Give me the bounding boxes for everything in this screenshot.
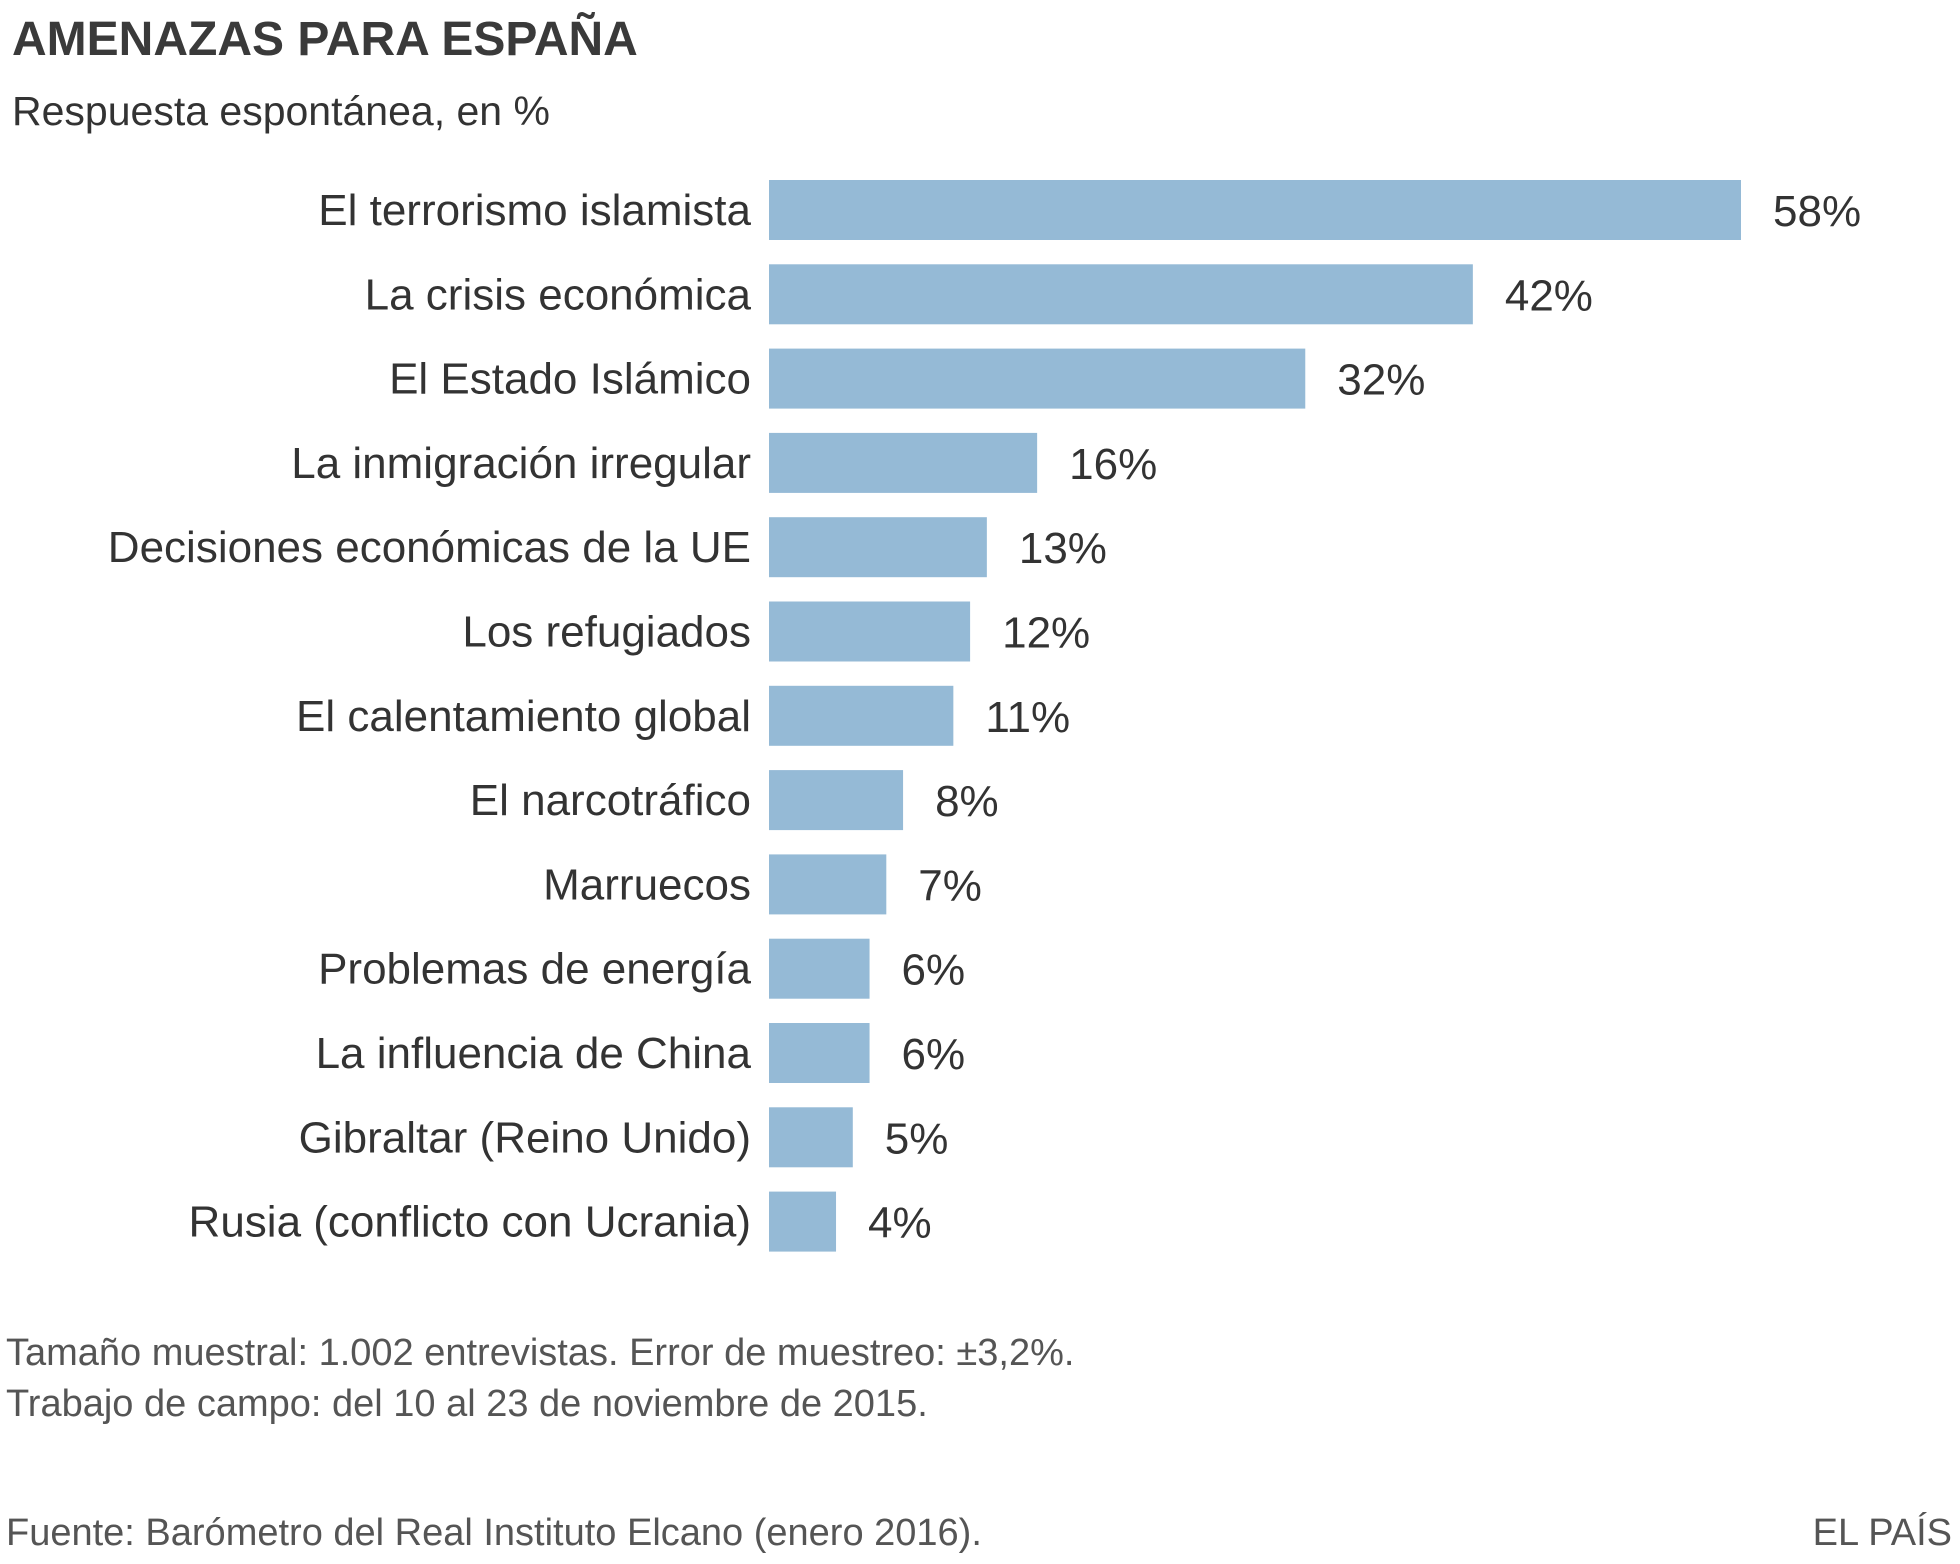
- bar: [769, 685, 954, 746]
- bar: [769, 770, 904, 831]
- category-label: El narcotráfico: [470, 776, 751, 825]
- category-label: Rusia (conflicto con Ucrania): [189, 1198, 751, 1247]
- bar: [769, 601, 971, 662]
- category-label: El Estado Islámico: [389, 355, 751, 404]
- bar: [769, 854, 887, 915]
- value-label: 32%: [1337, 356, 1425, 405]
- bar: [769, 1107, 853, 1168]
- value-label: 4%: [868, 1199, 932, 1248]
- chart-title: AMENAZAS PARA ESPAÑA: [12, 13, 638, 66]
- sample-note: Tamaño muestral: 1.002 entrevistas. Erro…: [6, 1332, 1075, 1374]
- chart-subtitle: Respuesta espontánea, en %: [12, 88, 550, 134]
- value-label: 8%: [935, 777, 999, 826]
- category-label: Los refugiados: [462, 608, 751, 657]
- value-label: 12%: [1002, 609, 1090, 658]
- bar: [769, 180, 1741, 240]
- value-label: 5%: [885, 1114, 949, 1163]
- bar: [769, 938, 870, 999]
- value-label: 42%: [1505, 271, 1593, 320]
- category-label: La inmigración irregular: [291, 439, 751, 488]
- bar: [769, 517, 987, 578]
- bar: [769, 348, 1306, 409]
- category-label: Gibraltar (Reino Unido): [299, 1113, 751, 1162]
- source-note: Fuente: Barómetro del Real Instituto Elc…: [6, 1512, 982, 1554]
- category-label: El calentamiento global: [296, 692, 751, 741]
- fieldwork-note: Trabajo de campo: del 10 al 23 de noviem…: [6, 1383, 928, 1425]
- bar: [769, 1023, 870, 1083]
- category-label: La influencia de China: [316, 1029, 752, 1078]
- bar: [769, 1191, 837, 1252]
- value-label: 13%: [1019, 524, 1107, 573]
- category-label: Decisiones económicas de la UE: [108, 523, 751, 572]
- bar: [769, 432, 1038, 493]
- value-label: 6%: [902, 1030, 966, 1079]
- category-label: Problemas de energía: [318, 945, 751, 994]
- value-label: 6%: [902, 946, 966, 995]
- bar: [769, 264, 1473, 325]
- category-label: El terrorismo islamista: [318, 186, 751, 235]
- value-label: 16%: [1069, 440, 1157, 489]
- category-label: La crisis económica: [365, 270, 752, 319]
- brand-logo-text: EL PAÍS: [1812, 1512, 1952, 1554]
- bar-chart: El terrorismo islamista 58% La crisis econ…: [108, 180, 1861, 1252]
- value-label: 11%: [985, 693, 1070, 742]
- value-label: 58%: [1773, 187, 1861, 236]
- category-label: Marruecos: [543, 860, 751, 909]
- value-label: 7%: [918, 861, 982, 910]
